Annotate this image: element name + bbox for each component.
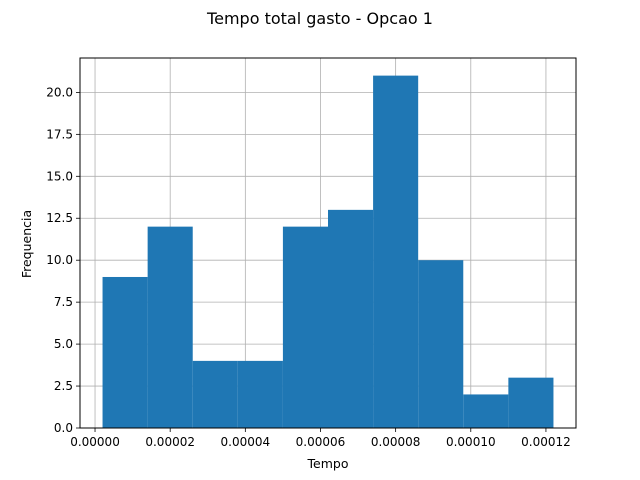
histogram-bar (418, 260, 464, 428)
x-tick-label: 0.00008 (371, 435, 421, 449)
histogram-bar (282, 226, 328, 428)
y-tick-label: 0.0 (54, 421, 73, 435)
histogram-bar (102, 276, 148, 428)
histogram-bar (328, 209, 374, 428)
x-axis-ticks: 0.00000 0.00002 0.00004 0.00006 0.00008 0.000… (70, 428, 571, 449)
x-tick-label: 0.00004 (221, 435, 271, 449)
x-tick-label: 0.00000 (70, 435, 120, 449)
y-tick-label: 10.0 (46, 253, 73, 267)
y-axis-ticks: 0.0 2.5 5.0 7.5 10.0 12.5 15.0 17.5 20.0 (46, 85, 80, 435)
x-tick-label: 0.00010 (446, 435, 496, 449)
x-tick-label: 0.00012 (521, 435, 571, 449)
histogram-bar (147, 226, 193, 428)
y-tick-label: 15.0 (46, 169, 73, 183)
chart-title: Tempo total gasto - Opcao 1 (206, 9, 433, 28)
histogram-bar (373, 75, 419, 428)
x-tick-label: 0.00006 (296, 435, 346, 449)
x-tick-label: 0.00002 (145, 435, 195, 449)
axes-frame (79, 57, 577, 429)
y-tick-label: 20.0 (46, 85, 73, 99)
histogram-bar (192, 360, 238, 428)
y-axis-label: Frequencia (19, 210, 34, 278)
x-axis-label: Tempo (307, 456, 349, 471)
histogram-bar (508, 377, 554, 428)
histogram-bar (237, 360, 283, 428)
y-tick-label: 12.5 (46, 211, 73, 225)
y-tick-label: 2.5 (54, 379, 73, 393)
y-tick-label: 17.5 (46, 127, 73, 141)
y-tick-label: 7.5 (54, 295, 73, 309)
histogram-bar (463, 394, 509, 428)
histogram-bars (102, 75, 554, 428)
y-tick-label: 5.0 (54, 337, 73, 351)
